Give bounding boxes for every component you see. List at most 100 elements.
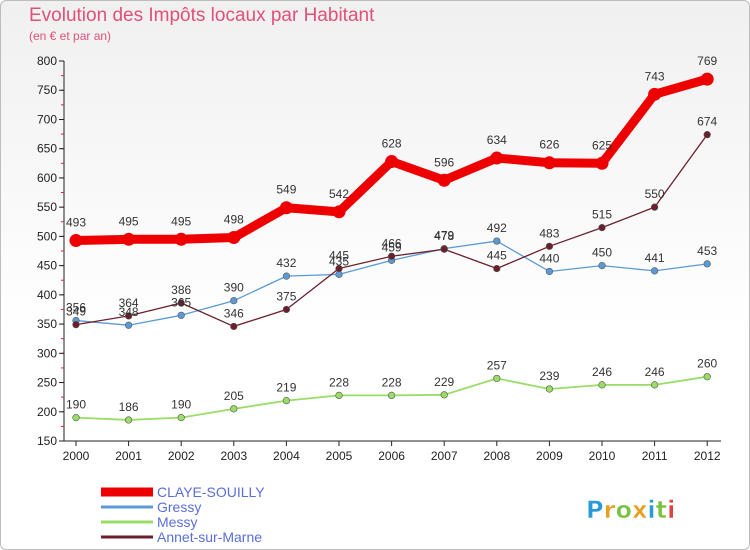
- data-point: [177, 414, 185, 422]
- data-point: [545, 242, 554, 250]
- x-tick-label: 2007: [431, 449, 458, 463]
- data-point: [493, 374, 501, 383]
- data-point: [122, 232, 136, 246]
- data-label: 445: [329, 249, 349, 263]
- data-point: [230, 322, 238, 331]
- data-label: 346: [224, 306, 244, 320]
- data-point: [124, 416, 133, 424]
- x-tick-label: 2012: [694, 449, 721, 463]
- data-label: 257: [487, 358, 507, 372]
- legend-label: Annet-sur-Marne: [157, 529, 262, 545]
- data-point: [545, 267, 554, 276]
- x-tick-label: 2010: [589, 449, 616, 463]
- data-label: 386: [171, 283, 191, 297]
- data-label: 550: [645, 187, 665, 201]
- legend-label: Messy: [157, 514, 197, 530]
- chart-subtitle: (en € et par an): [29, 29, 112, 43]
- data-point: [388, 391, 396, 400]
- data-point: [335, 391, 343, 400]
- data-label: 441: [645, 251, 665, 265]
- x-tick-label: 2006: [378, 449, 405, 463]
- data-point: [72, 321, 80, 329]
- x-tick-label: 2003: [220, 449, 247, 463]
- data-label: 483: [539, 226, 559, 240]
- data-point: [177, 311, 185, 319]
- data-point: [493, 237, 501, 245]
- data-label: 498: [224, 213, 244, 227]
- y-tick-label: 650: [37, 142, 57, 156]
- data-label: 596: [434, 155, 454, 169]
- data-point: [703, 373, 711, 381]
- data-label: 495: [119, 214, 139, 228]
- data-point: [648, 87, 662, 101]
- data-label: 492: [487, 221, 507, 235]
- y-tick-label: 150: [37, 434, 57, 448]
- x-tick-label: 2001: [115, 449, 142, 463]
- data-label: 349: [66, 305, 86, 319]
- data-point: [230, 297, 238, 305]
- data-label: 239: [539, 369, 559, 383]
- data-point: [703, 131, 711, 139]
- data-point: [545, 385, 554, 393]
- data-label: 190: [171, 398, 191, 412]
- data-label: 356: [66, 301, 86, 315]
- data-point: [279, 201, 293, 215]
- data-label: 219: [276, 381, 296, 395]
- data-label: 445: [487, 249, 507, 263]
- data-label: 375: [276, 289, 296, 303]
- data-label: 229: [434, 375, 454, 389]
- y-tick-label: 400: [37, 288, 57, 302]
- data-label: 228: [329, 375, 349, 389]
- data-label: 246: [645, 365, 665, 379]
- data-point: [124, 312, 133, 320]
- data-point: [282, 272, 291, 280]
- data-label: 634: [487, 133, 507, 147]
- data-label: 450: [592, 246, 612, 260]
- data-point: [177, 299, 185, 307]
- data-label: 453: [697, 244, 717, 258]
- data-point: [230, 405, 238, 413]
- data-point: [595, 156, 609, 170]
- data-label: 390: [224, 281, 244, 295]
- proxiti-logo: Proxiti: [586, 496, 675, 524]
- data-point: [282, 305, 291, 314]
- chart-title: Evolution des Impôts locaux par Habitant: [29, 5, 375, 26]
- data-label: 674: [697, 115, 717, 129]
- data-label: 493: [66, 215, 86, 229]
- data-point: [542, 156, 556, 170]
- data-point: [598, 381, 606, 389]
- data-label: 466: [382, 236, 402, 250]
- data-point: [388, 252, 396, 260]
- data-label: 495: [171, 214, 191, 228]
- y-tick-label: 500: [37, 229, 57, 243]
- data-label: 186: [119, 400, 139, 414]
- data-label: 205: [224, 389, 244, 403]
- data-point: [69, 233, 83, 247]
- data-label: 348: [119, 305, 139, 319]
- y-tick-label: 750: [37, 83, 57, 97]
- x-tick-label: 2011: [642, 449, 668, 463]
- y-tick-label: 450: [37, 259, 57, 273]
- data-point: [490, 151, 504, 165]
- data-label: 743: [645, 69, 665, 83]
- data-label: 549: [276, 183, 296, 197]
- data-point: [650, 381, 659, 389]
- data-label: 769: [697, 54, 717, 68]
- data-label: 260: [697, 357, 717, 371]
- data-label: 625: [592, 138, 612, 152]
- legend-label: CLAYE-SOUILLY: [157, 484, 265, 500]
- data-point: [440, 391, 448, 399]
- y-tick-label: 700: [37, 112, 57, 126]
- x-tick-label: 2002: [168, 449, 195, 463]
- data-point: [598, 262, 606, 270]
- data-point: [440, 245, 448, 253]
- x-tick-label: 2009: [536, 449, 563, 463]
- data-point: [650, 267, 659, 275]
- y-tick-label: 600: [37, 171, 57, 185]
- data-label: 459: [382, 240, 402, 254]
- data-label: 479: [434, 229, 454, 243]
- data-point: [282, 397, 291, 405]
- data-point: [124, 321, 133, 329]
